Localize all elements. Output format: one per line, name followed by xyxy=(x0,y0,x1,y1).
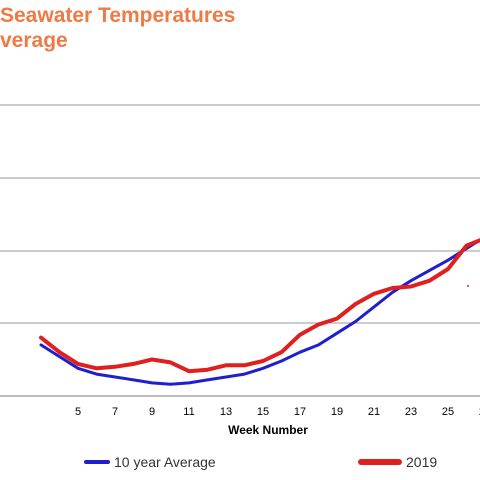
chart-title-line1: Seawater Temperatures xyxy=(0,4,236,27)
chart-title: Seawater Temperatures verage xyxy=(0,3,235,53)
x-axis-title: Week Number xyxy=(228,423,308,437)
x-tick-label: 11 xyxy=(183,406,194,418)
legend-swatch-avg xyxy=(84,460,110,464)
x-tick-label: 17 xyxy=(294,406,306,418)
legend-label-2019: 2019 xyxy=(406,454,438,470)
x-tick-label: 27 xyxy=(479,406,480,418)
legend-swatch-2019 xyxy=(358,459,402,465)
x-tick-label: 9 xyxy=(149,406,155,418)
x-tick-label: 25 xyxy=(442,406,454,418)
x-tick-labels: 57911131517192123252729313335373941434 xyxy=(75,406,480,418)
x-tick-label: 13 xyxy=(220,406,232,418)
x-tick-label: 5 xyxy=(75,406,81,418)
series-layer xyxy=(39,238,480,386)
x-tick-label: 23 xyxy=(405,406,417,418)
legend-item-avg: 10 year Average xyxy=(84,454,216,470)
legend-label-avg: 10 year Average xyxy=(114,454,216,470)
legend-item-2019: 2019 xyxy=(358,454,437,470)
series-line-2019 xyxy=(39,238,480,374)
grid-lines xyxy=(0,104,480,397)
x-tick-label: 19 xyxy=(331,406,343,418)
stray-marker xyxy=(467,285,469,287)
chart-title-line2: verage xyxy=(0,29,68,52)
series-line-10-year-average xyxy=(39,238,480,386)
x-tick-label: 21 xyxy=(368,406,380,418)
x-tick-label: 15 xyxy=(257,406,269,418)
x-tick-label: 7 xyxy=(112,406,118,418)
